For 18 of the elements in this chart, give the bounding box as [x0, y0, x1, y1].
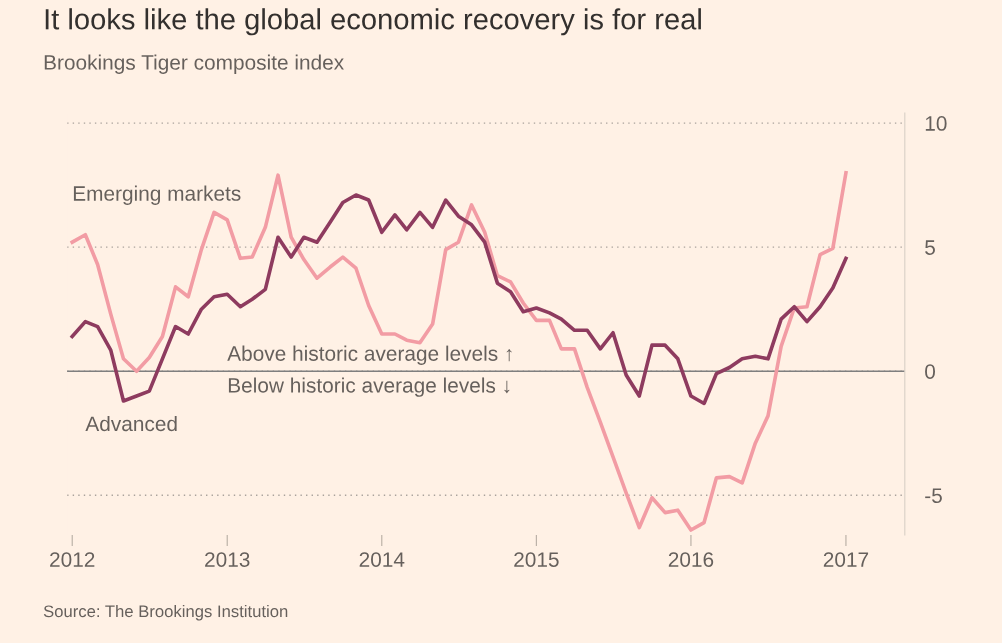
series-label: Advanced — [85, 415, 177, 432]
y-tick-label: 5 — [925, 240, 935, 255]
x-tick-label: 2017 — [823, 552, 869, 567]
x-tick-label: 2016 — [668, 552, 714, 567]
line-series — [70, 170, 848, 532]
annotation: Below historic average levels ↓ — [228, 377, 510, 397]
x-tick-label: 2012 — [50, 552, 95, 567]
y-tick-label: 0 — [925, 364, 936, 379]
x-tick-label: 2014 — [359, 552, 405, 567]
annotation: Above historic average levels ↑ — [227, 345, 512, 366]
y-tick-label: 10 — [925, 116, 947, 131]
x-tick-label: 2013 — [205, 552, 250, 567]
chart-title: It looks like the global economic recovery is for real — [45, 8, 701, 36]
y-tick-label: -5 — [925, 488, 942, 504]
x-tick-label: 2015 — [514, 552, 559, 567]
source-note: Source: The Brookings Institution — [43, 604, 288, 621]
chart-subtitle: Brookings Tiger composite index — [44, 54, 344, 74]
series-label: Emerging markets — [73, 185, 241, 205]
